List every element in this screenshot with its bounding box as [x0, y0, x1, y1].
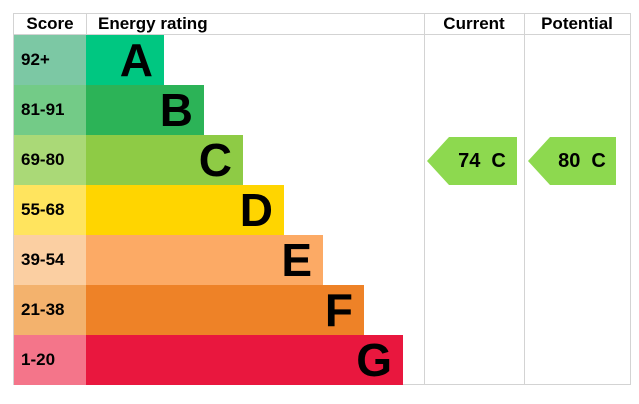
- band-bar: F: [86, 285, 364, 335]
- band-letter: G: [356, 334, 392, 386]
- band-letter: C: [198, 134, 232, 186]
- score-column-divider: [86, 14, 87, 34]
- header-score: Score: [26, 14, 74, 33]
- band-score-range: 69-80: [14, 135, 86, 185]
- band-row: 1-20 G: [14, 335, 630, 385]
- band-score-range: 21-38: [14, 285, 86, 335]
- epc-table: Score Energy rating Current Potential 92…: [13, 13, 631, 385]
- potential-column-divider: [524, 14, 525, 384]
- table-header: Score Energy rating Current Potential: [14, 14, 630, 35]
- header-energy-rating: Energy rating: [98, 14, 208, 33]
- band-bar: G: [86, 335, 403, 385]
- band-letter: D: [239, 184, 273, 236]
- band-bar: A: [86, 35, 164, 85]
- band-bar: D: [86, 185, 284, 235]
- band-bar: B: [86, 85, 204, 135]
- current-band-letter: C: [491, 149, 506, 172]
- band-letter: F: [324, 284, 353, 336]
- band-letter: A: [119, 34, 153, 86]
- potential-rating-arrow: 80 C: [528, 137, 616, 185]
- band-row: 55-68 D: [14, 185, 630, 235]
- band-letter: E: [281, 234, 312, 286]
- header-current: Current: [443, 14, 505, 33]
- current-column-divider: [424, 14, 425, 384]
- band-row: 92+ A: [14, 35, 630, 85]
- current-score-value: 74: [458, 149, 481, 172]
- band-row: 39-54 E: [14, 235, 630, 285]
- band-score-range: 92+: [14, 35, 86, 85]
- band-row: 21-38 F: [14, 285, 630, 335]
- band-bar: C: [86, 135, 243, 185]
- band-score-range: 1-20: [14, 335, 86, 385]
- potential-band-letter: C: [591, 149, 606, 172]
- band-score-range: 81-91: [14, 85, 86, 135]
- potential-score-value: 80: [558, 149, 581, 172]
- current-rating-arrow: 74 C: [427, 137, 517, 185]
- header-potential: Potential: [541, 14, 613, 33]
- band-score-range: 55-68: [14, 185, 86, 235]
- band-bar: E: [86, 235, 323, 285]
- band-row: 69-80 C: [14, 135, 630, 185]
- band-letter: B: [159, 84, 193, 136]
- band-score-range: 39-54: [14, 235, 86, 285]
- band-row: 81-91 B: [14, 85, 630, 135]
